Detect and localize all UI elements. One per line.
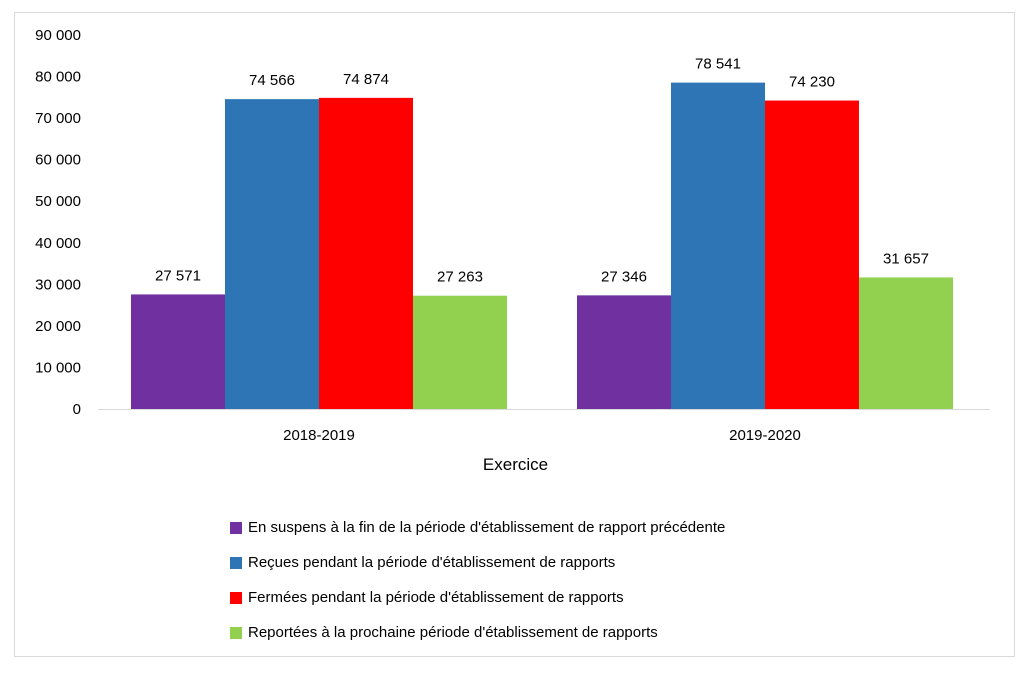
bar-value-label: 74 566 — [249, 72, 295, 89]
y-tick-label: 40 000 — [35, 235, 81, 252]
legend-label: Reçues pendant la période d'établissemen… — [248, 554, 616, 571]
bar — [765, 100, 859, 409]
legend-label: En suspens à la fin de la période d'étab… — [248, 519, 726, 536]
bar — [131, 294, 225, 409]
y-tick-label: 30 000 — [35, 276, 81, 293]
y-tick-label: 60 000 — [35, 152, 81, 169]
legend-label: Fermées pendant la période d'établisseme… — [248, 589, 624, 606]
y-tick-label: 50 000 — [35, 193, 81, 210]
bar-value-label: 74 874 — [343, 71, 389, 88]
x-axis-title: Exercice — [482, 455, 549, 474]
labels-layer: 27 571 74 566 74 874 27 263 2018-2019 27 346 7… — [155, 56, 929, 444]
bar-value-label: 31 657 — [883, 250, 929, 267]
bar — [413, 295, 507, 409]
legend-item: Reçues pendant la période d'établissemen… — [230, 545, 725, 580]
legend-item: Reportées à la prochaine période d'établ… — [230, 615, 725, 650]
x-tick-label: 2019-2020 — [729, 427, 801, 444]
bar — [671, 82, 765, 410]
bar — [319, 97, 413, 409]
y-tick-label: 90 000 — [35, 27, 81, 44]
legend: En suspens à la fin de la période d'étab… — [230, 510, 725, 650]
bar-value-label: 27 346 — [601, 268, 647, 285]
legend-swatch — [230, 521, 242, 534]
bar — [225, 99, 319, 409]
bar — [859, 277, 953, 409]
legend-swatch — [230, 556, 242, 569]
y-tick-label: 20 000 — [35, 318, 81, 335]
legend-label: Reportées à la prochaine période d'établ… — [248, 624, 658, 641]
y-tick-label: 80 000 — [35, 69, 81, 86]
axes-layer: 0 10 000 20 000 30 000 40 000 50 000 60 000 70 … — [35, 27, 990, 418]
bar — [577, 295, 671, 409]
legend-item: En suspens à la fin de la période d'étab… — [230, 510, 725, 545]
bar-value-label: 74 230 — [789, 74, 835, 91]
y-tick-label: 10 000 — [35, 359, 81, 376]
bars-layer — [131, 82, 953, 410]
legend-swatch — [230, 626, 242, 639]
bar-value-label: 27 263 — [437, 269, 483, 286]
x-tick-label: 2018-2019 — [283, 427, 355, 444]
legend-swatch — [230, 591, 242, 604]
y-tick-label: 0 — [73, 401, 81, 418]
bar-value-label: 78 541 — [695, 56, 741, 73]
legend-item: Fermées pendant la période d'établisseme… — [230, 580, 725, 615]
y-tick-label: 70 000 — [35, 110, 81, 127]
bar-value-label: 27 571 — [155, 267, 201, 284]
